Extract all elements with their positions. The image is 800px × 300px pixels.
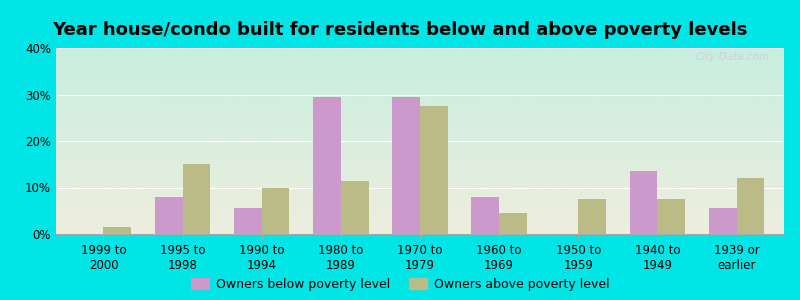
Bar <box>471 197 499 234</box>
Bar <box>182 164 210 234</box>
Bar <box>630 171 658 234</box>
Bar <box>658 199 685 234</box>
Bar <box>262 188 290 234</box>
Text: Year house/condo built for residents below and above poverty levels: Year house/condo built for residents bel… <box>52 21 748 39</box>
Bar <box>578 199 606 234</box>
Bar <box>313 97 341 234</box>
Bar <box>392 97 420 234</box>
Bar <box>499 213 527 234</box>
Bar <box>234 208 262 234</box>
Bar <box>709 208 737 234</box>
Bar <box>737 178 764 234</box>
Bar <box>420 106 448 234</box>
Bar <box>155 197 182 234</box>
Bar <box>341 181 369 234</box>
Legend: Owners below poverty level, Owners above poverty level: Owners below poverty level, Owners above… <box>190 278 610 291</box>
Text: City-Data.com: City-Data.com <box>695 52 770 62</box>
Bar <box>103 227 131 234</box>
